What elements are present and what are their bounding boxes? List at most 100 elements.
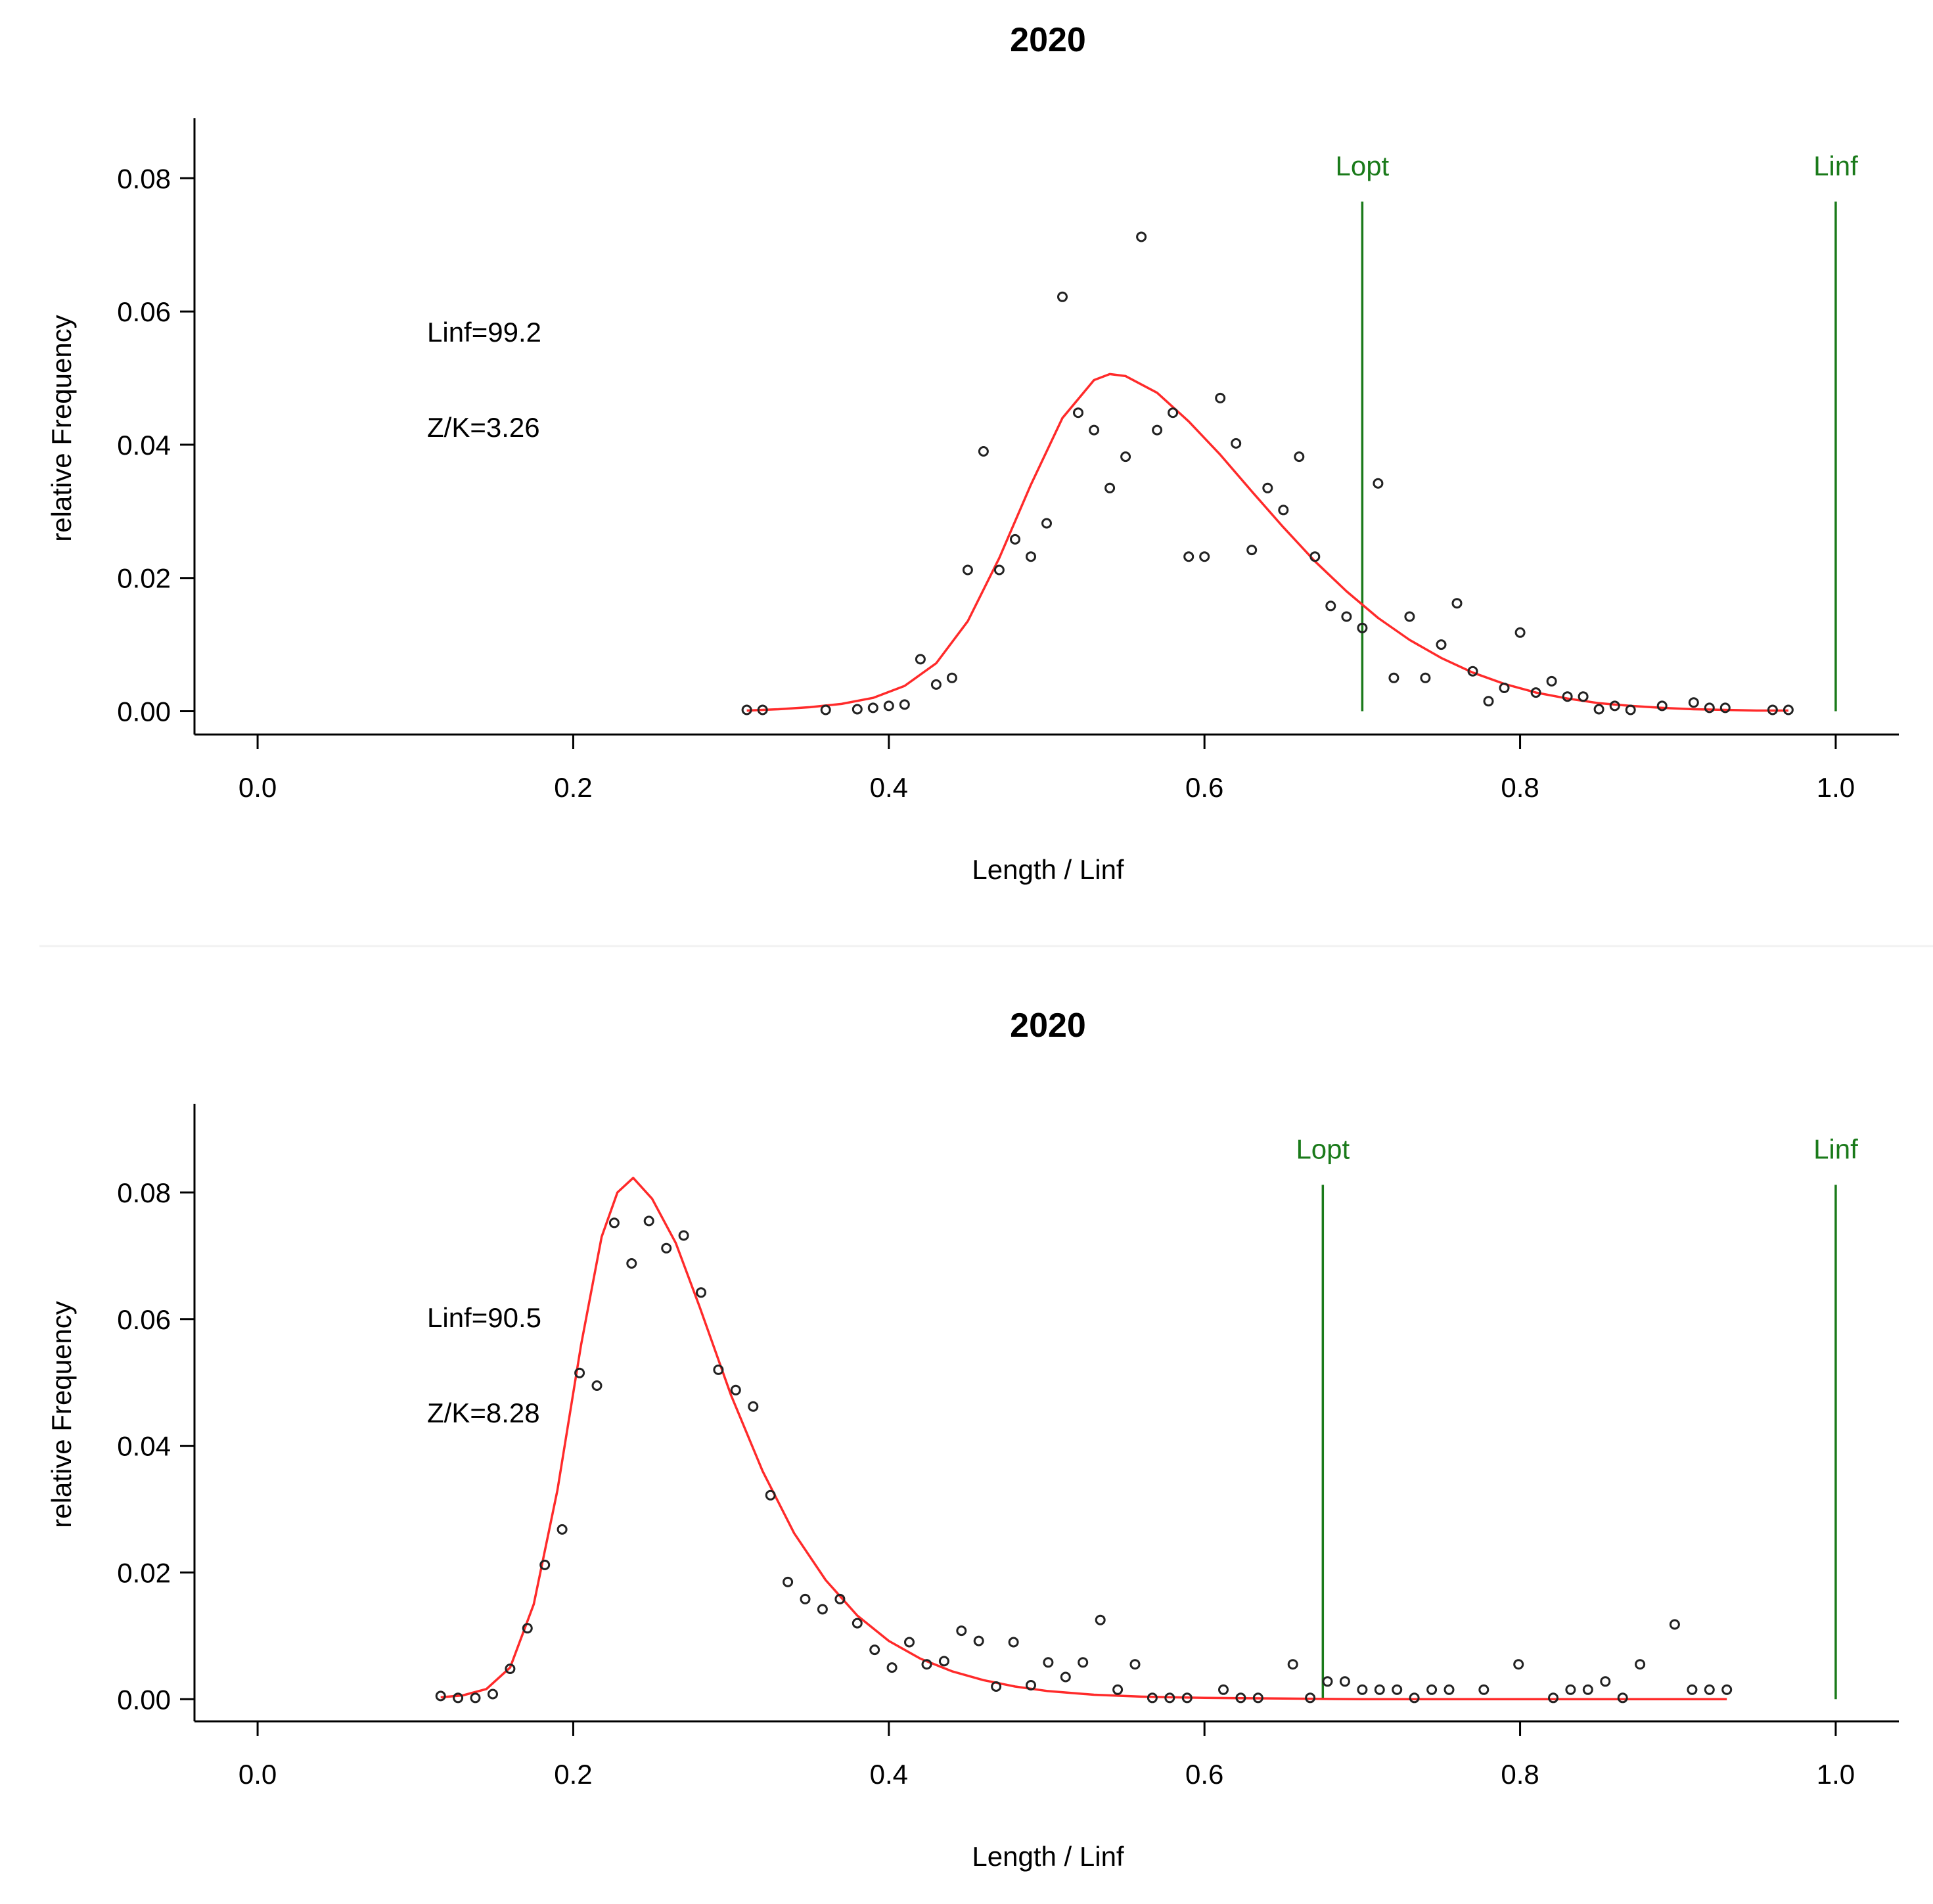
data-point [1625,704,1636,715]
data-point [1609,700,1620,712]
x-tick-label: 1.0 [1817,1759,1855,1790]
annotation-linf: Linf=90.5 [427,1302,541,1333]
data-point [1373,478,1384,489]
data-point [1546,675,1557,687]
fit-curve [440,1177,1727,1701]
data-point [678,1230,689,1241]
data-point [1089,424,1100,436]
data-point [899,699,910,710]
data-point [1444,1684,1455,1695]
x-tick-label: 0.6 [1185,1759,1223,1790]
annotation-zk: Z/K=3.26 [427,412,540,443]
annotation-linf: Linf=99.2 [427,317,541,348]
data-point [1499,683,1510,693]
data-point [1278,505,1289,516]
data-point [1530,687,1541,698]
refline-label-linf: Linf [1813,150,1858,181]
y-tick-label: 0.00 [117,1684,171,1715]
data-point [1043,1657,1054,1668]
data-point [696,1287,706,1298]
data-point [1514,627,1526,638]
data-point [1436,639,1447,650]
y-tick-label: 0.00 [117,696,171,727]
data-point [626,1258,637,1269]
data-point [730,1384,741,1395]
data-point [938,1656,949,1667]
data-point [741,704,752,715]
y-tick-label: 0.08 [117,163,171,194]
data-point [1548,1692,1558,1704]
data-point [1147,1692,1158,1704]
x-tick-label: 0.0 [239,772,277,803]
data-point [1246,545,1258,556]
data-point [1168,407,1179,419]
data-point [1104,482,1116,493]
plot-area: 0.00 0.02 0.04 0.06 0.08 0.0 0.2 0.4 0.6 0.8 1.0 Lo… [117,1104,1899,1790]
data-point [993,564,1005,576]
data-point [1060,1671,1071,1683]
data-point [757,704,768,715]
y-tick-label: 0.08 [117,1177,171,1208]
data-point [1078,1657,1089,1668]
data-point [1095,1614,1106,1625]
y-axis-label: relative Frequency [46,1301,77,1528]
data-point [1635,1659,1646,1670]
data-point [1721,1684,1733,1695]
data-point [1687,1684,1698,1695]
data-point [1404,611,1415,622]
data-point [522,1623,533,1634]
data-point [1600,1676,1611,1687]
data-point [1262,482,1273,493]
refline-label-linf: Linf [1813,1133,1858,1164]
data-point [1704,702,1715,714]
data-point [488,1689,498,1700]
data-point [783,1576,794,1587]
data-point [1392,1684,1403,1695]
data-point [1565,1684,1576,1695]
data-point [748,1401,759,1412]
data-point [1041,518,1052,529]
y-tick-label: 0.02 [117,563,171,594]
data-point [904,1637,915,1648]
data-point [1112,1684,1124,1695]
data-point [978,446,989,457]
data-point [1322,1676,1333,1687]
data-point [834,1593,846,1604]
data-point [435,1690,446,1702]
data-point [505,1664,516,1674]
chart-title: 2020 [1010,21,1086,59]
data-point [1582,1684,1593,1695]
data-point [1483,696,1494,707]
data-point [539,1559,551,1570]
data-point [991,1681,1002,1692]
data-point [1309,551,1321,562]
data-point [1287,1659,1298,1670]
data-point [453,1692,464,1704]
x-tick-label: 0.4 [870,1759,908,1790]
data-point [1199,551,1210,562]
data-point [1325,601,1336,612]
data-point [886,1662,898,1673]
data-point [1478,1684,1490,1695]
data-point [1420,672,1431,683]
y-tick-label: 0.06 [117,296,171,327]
data-point [1183,551,1194,562]
data-point [852,704,863,715]
data-point [591,1380,603,1391]
chart-panel-1: 2020 relative Frequency Length / Linf Li… [46,21,1899,885]
chart-panel-2: 2020 relative Frequency Length / Linf Li… [46,1007,1899,1872]
data-point [1339,1676,1350,1687]
x-tick-label: 0.4 [870,772,908,803]
data-point [608,1217,620,1229]
chart-title: 2020 [1010,1007,1086,1045]
data-point [1341,611,1352,622]
x-axis-label: Length / Linf [972,1841,1124,1872]
data-point [1767,704,1778,715]
data-point [1218,1684,1229,1695]
data-point [574,1367,585,1378]
x-axis-label: Length / Linf [972,854,1124,885]
data-point [915,654,926,665]
data-point [470,1692,481,1704]
plot-area: 0.00 0.02 0.04 0.06 0.08 0.0 0.2 0.4 0.6 0.8 1.0 Lo… [117,118,1899,803]
